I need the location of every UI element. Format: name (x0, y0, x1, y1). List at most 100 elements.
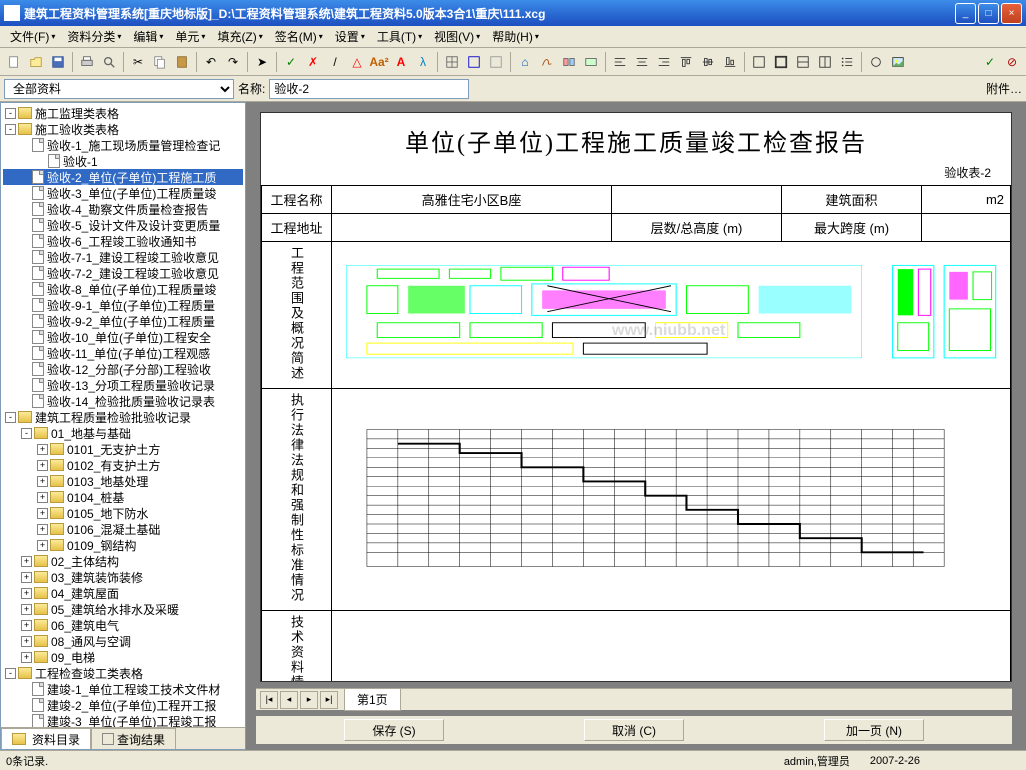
expand-icon[interactable]: + (37, 540, 48, 551)
cell-project-name-value[interactable]: 高雅住宅小区B座 (332, 186, 612, 214)
cell-section3-value[interactable] (332, 611, 1011, 683)
tree-item[interactable]: +06_建筑电气 (3, 617, 243, 633)
expand-icon[interactable]: + (37, 460, 48, 471)
tree-item[interactable]: +08_通风与空调 (3, 633, 243, 649)
expand-icon[interactable]: - (5, 412, 16, 423)
tb-split-icon[interactable] (581, 52, 601, 72)
tb-grid2-icon[interactable] (464, 52, 484, 72)
menu-data-category[interactable]: 资料分类▾ (61, 26, 127, 47)
expand-icon[interactable]: + (21, 572, 32, 583)
menu-file[interactable]: 文件(F)▾ (4, 26, 61, 47)
menu-setting[interactable]: 设置▾ (329, 26, 371, 47)
expand-icon[interactable]: + (21, 588, 32, 599)
tb-redo-icon[interactable]: ↷ (223, 52, 243, 72)
tb-delta-icon[interactable]: △ (347, 52, 367, 72)
tb-undo-icon[interactable]: ↶ (201, 52, 221, 72)
tree-item[interactable]: +03_建筑装饰装修 (3, 569, 243, 585)
tb-paste-icon[interactable] (172, 52, 192, 72)
tree-item[interactable]: 验收-10_单位(子单位)工程安全 (3, 329, 243, 345)
tree-item[interactable]: 验收-8_单位(子单位)工程质量竣 (3, 281, 243, 297)
expand-icon[interactable]: - (5, 108, 16, 119)
tb-slash-icon[interactable]: / (325, 52, 345, 72)
tb-border2-icon[interactable] (771, 52, 791, 72)
tree-item[interactable]: 验收-1_施工现场质量管理检查记 (3, 137, 243, 153)
cell-address-value[interactable] (332, 214, 612, 242)
tree-item[interactable]: 验收-13_分项工程质量验收记录 (3, 377, 243, 393)
tb-font-icon[interactable]: A (391, 52, 411, 72)
expand-icon[interactable]: + (37, 444, 48, 455)
tb-new-icon[interactable] (4, 52, 24, 72)
minimize-button[interactable]: _ (955, 3, 976, 24)
expand-icon[interactable]: - (5, 124, 16, 135)
cell-floors-label[interactable]: 层数/总高度 (m) (612, 214, 782, 242)
tb-cut-icon[interactable]: ✂ (128, 52, 148, 72)
tree-item[interactable]: +0109_钢结构 (3, 537, 243, 553)
cell-span-value[interactable] (922, 214, 1011, 242)
cell-build-area-label[interactable]: 建筑面积 (782, 186, 922, 214)
tb-circle-icon[interactable] (866, 52, 886, 72)
tb-copy-icon[interactable] (150, 52, 170, 72)
tree-item[interactable]: +04_建筑屋面 (3, 585, 243, 601)
tb-merge-icon[interactable] (559, 52, 579, 72)
tree-item[interactable]: +0101_无支护土方 (3, 441, 243, 457)
tree-item[interactable]: +0103_地基处理 (3, 473, 243, 489)
tb-check-icon[interactable]: ✓ (281, 52, 301, 72)
close-button[interactable]: × (1001, 3, 1022, 24)
tb-check2-icon[interactable]: ✓ (980, 52, 1000, 72)
tree-item[interactable]: +09_电梯 (3, 649, 243, 665)
tree-item[interactable]: 验收-3_单位(子单位)工程质量竣 (3, 185, 243, 201)
tb-sign-icon[interactable] (537, 52, 557, 72)
tree-item[interactable]: 验收-9-1_单位(子单位)工程质量 (3, 297, 243, 313)
tb-arrow-icon[interactable]: ➤ (252, 52, 272, 72)
tree-item[interactable]: 验收-2_单位(子单位)工程施工质 (3, 169, 243, 185)
tree-item[interactable]: 验收-14_检验批质量验收记录表 (3, 393, 243, 409)
expand-icon[interactable]: + (37, 492, 48, 503)
tree-item[interactable]: 验收-1 (3, 153, 243, 169)
tree-item[interactable]: 验收-5_设计文件及设计变更质量 (3, 217, 243, 233)
tree-item[interactable]: 验收-12_分部(子分部)工程验收 (3, 361, 243, 377)
tree-item[interactable]: -建筑工程质量检验批验收记录 (3, 409, 243, 425)
tb-cancel2-icon[interactable]: ⊘ (1002, 52, 1022, 72)
tb-home-icon[interactable]: ⌂ (515, 52, 535, 72)
tb-fx-icon[interactable]: Aa² (369, 52, 389, 72)
menu-tool[interactable]: 工具(T)▾ (371, 26, 428, 47)
tree-item[interactable]: 建竣-3_单位(子单位)工程竣工报 (3, 713, 243, 727)
tree-item[interactable]: 建竣-1_单位工程竣工技术文件材 (3, 681, 243, 697)
cell-build-area-unit[interactable]: m2 (922, 186, 1011, 214)
tb-align-left-icon[interactable] (610, 52, 630, 72)
diagram-1[interactable]: www.niubb.net (332, 242, 1011, 389)
diagram-2[interactable] (332, 389, 1011, 611)
tab-query[interactable]: 查询结果 (91, 728, 176, 749)
save-button[interactable]: 保存 (S) (344, 719, 444, 741)
expand-icon[interactable]: + (21, 652, 32, 663)
tree-item[interactable]: +0106_混凝土基础 (3, 521, 243, 537)
menu-edit[interactable]: 编辑▾ (127, 26, 169, 47)
cell-address-label[interactable]: 工程地址 (262, 214, 332, 242)
tree-item[interactable]: 验收-9-2_单位(子单位)工程质量 (3, 313, 243, 329)
tb-border3-icon[interactable] (793, 52, 813, 72)
tb-grid3-icon[interactable] (486, 52, 506, 72)
expand-icon[interactable]: + (21, 556, 32, 567)
category-combo[interactable]: 全部资料 (4, 79, 234, 99)
tb-grid1-icon[interactable] (442, 52, 462, 72)
tb-image-icon[interactable] (888, 52, 908, 72)
tree-item[interactable]: +05_建筑给水排水及采暖 (3, 601, 243, 617)
tree-item[interactable]: +0102_有支护土方 (3, 457, 243, 473)
menu-fill[interactable]: 填充(Z)▾ (211, 26, 268, 47)
tb-align-right-icon[interactable] (654, 52, 674, 72)
name-input[interactable] (269, 79, 469, 99)
tree-item[interactable]: 验收-7-2_建设工程竣工验收意见 (3, 265, 243, 281)
tree-item[interactable]: 验收-4_勘察文件质量检查报告 (3, 201, 243, 217)
tree-item[interactable]: -施工验收类表格 (3, 121, 243, 137)
tb-align-bottom-icon[interactable] (720, 52, 740, 72)
expand-icon[interactable]: + (37, 524, 48, 535)
tree-item[interactable]: -工程检查竣工类表格 (3, 665, 243, 681)
tb-open-icon[interactable] (26, 52, 46, 72)
tab-catalog[interactable]: 资料目录 (1, 728, 91, 749)
menu-sign[interactable]: 签名(M)▾ (269, 26, 329, 47)
expand-icon[interactable]: + (21, 636, 32, 647)
nav-first-icon[interactable]: |◂ (260, 691, 278, 709)
tree-item[interactable]: 验收-6_工程竣工验收通知书 (3, 233, 243, 249)
tree-item[interactable]: +02_主体结构 (3, 553, 243, 569)
cell-span-label[interactable]: 最大跨度 (m) (782, 214, 922, 242)
